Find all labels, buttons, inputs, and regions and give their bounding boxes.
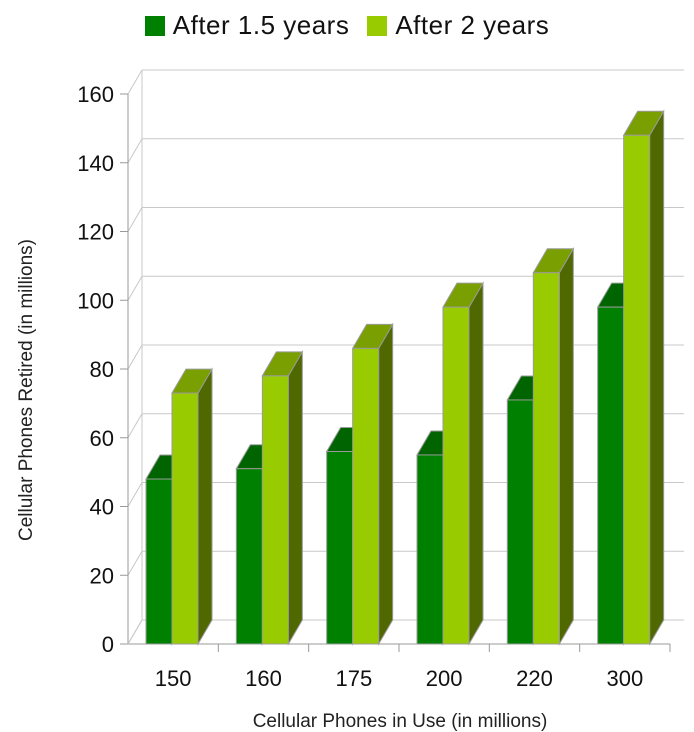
bar-front xyxy=(326,451,354,645)
bar-front xyxy=(506,399,534,645)
x-tick-labels: 150 160 175 200 220 300 xyxy=(155,666,643,691)
bar-2-175 xyxy=(351,322,394,646)
legend-label-series-2: After 2 years xyxy=(395,10,550,40)
bar-front xyxy=(532,272,560,645)
bar-2-150 xyxy=(171,367,213,646)
bar-2-300 xyxy=(622,109,665,646)
bar-front xyxy=(261,375,289,645)
gridline-connector xyxy=(127,138,143,164)
legend-label-series-1: After 1.5 years xyxy=(172,10,350,40)
gridline-connector xyxy=(127,482,143,507)
gridline-connector xyxy=(127,550,143,576)
gridline-connector xyxy=(127,207,143,232)
bar-front xyxy=(623,134,651,645)
bar-side xyxy=(558,246,574,646)
bar-front xyxy=(235,468,263,645)
y-tick-label: 20 xyxy=(90,563,114,588)
gridline-connector xyxy=(127,69,143,95)
bar-side xyxy=(649,109,665,646)
bar-front xyxy=(416,454,444,645)
legend-swatch-series-2 xyxy=(367,15,388,36)
y-tick-label: 140 xyxy=(77,151,114,176)
gridline-connector xyxy=(127,413,143,439)
y-tick-label: 40 xyxy=(90,495,114,520)
x-tick-label: 160 xyxy=(245,666,282,691)
x-tick-label: 150 xyxy=(155,666,192,691)
grid-lines xyxy=(127,69,684,645)
x-tick-label: 300 xyxy=(606,666,643,691)
y-tick-label: 80 xyxy=(90,357,114,382)
y-axis-title: Cellular Phones Retired (in millions) xyxy=(16,239,37,541)
legend-item-series-1: After 1.5 years xyxy=(144,10,350,41)
bar-2-200 xyxy=(442,281,484,646)
x-tick-label: 200 xyxy=(426,666,463,691)
y-tick-label: 0 xyxy=(102,632,114,657)
gridline-connector xyxy=(127,275,143,301)
chart-legend: After 1.5 years After 2 years xyxy=(0,10,694,41)
y-tick-label: 60 xyxy=(90,426,114,451)
legend-swatch-series-1 xyxy=(144,15,165,36)
bar-side xyxy=(197,367,213,646)
y-tick-label: 120 xyxy=(77,220,114,245)
floor-edge xyxy=(127,619,143,645)
x-tick-label: 175 xyxy=(335,666,372,691)
bar-front xyxy=(442,306,470,645)
legend-item-series-2: After 2 years xyxy=(367,10,549,41)
bar-front xyxy=(145,478,173,645)
bar-side xyxy=(287,350,303,646)
y-tick-label: 100 xyxy=(77,288,114,313)
bar-2-160 xyxy=(261,350,304,646)
bars xyxy=(145,109,665,646)
bar-front xyxy=(171,392,199,645)
bar-side xyxy=(378,322,394,646)
bar-front xyxy=(597,306,625,645)
bar-2-220 xyxy=(532,246,575,646)
bar-side xyxy=(468,281,484,646)
x-tick-label: 220 xyxy=(516,666,553,691)
axes xyxy=(120,70,671,652)
y-tick-label: 160 xyxy=(77,82,114,107)
x-axis-title: Cellular Phones in Use (in millions) xyxy=(253,711,548,732)
gridline-connector xyxy=(127,344,143,370)
y-tick-labels: 0 20 40 60 80 100 120 140 160 xyxy=(77,82,114,657)
bar-front xyxy=(352,347,380,645)
